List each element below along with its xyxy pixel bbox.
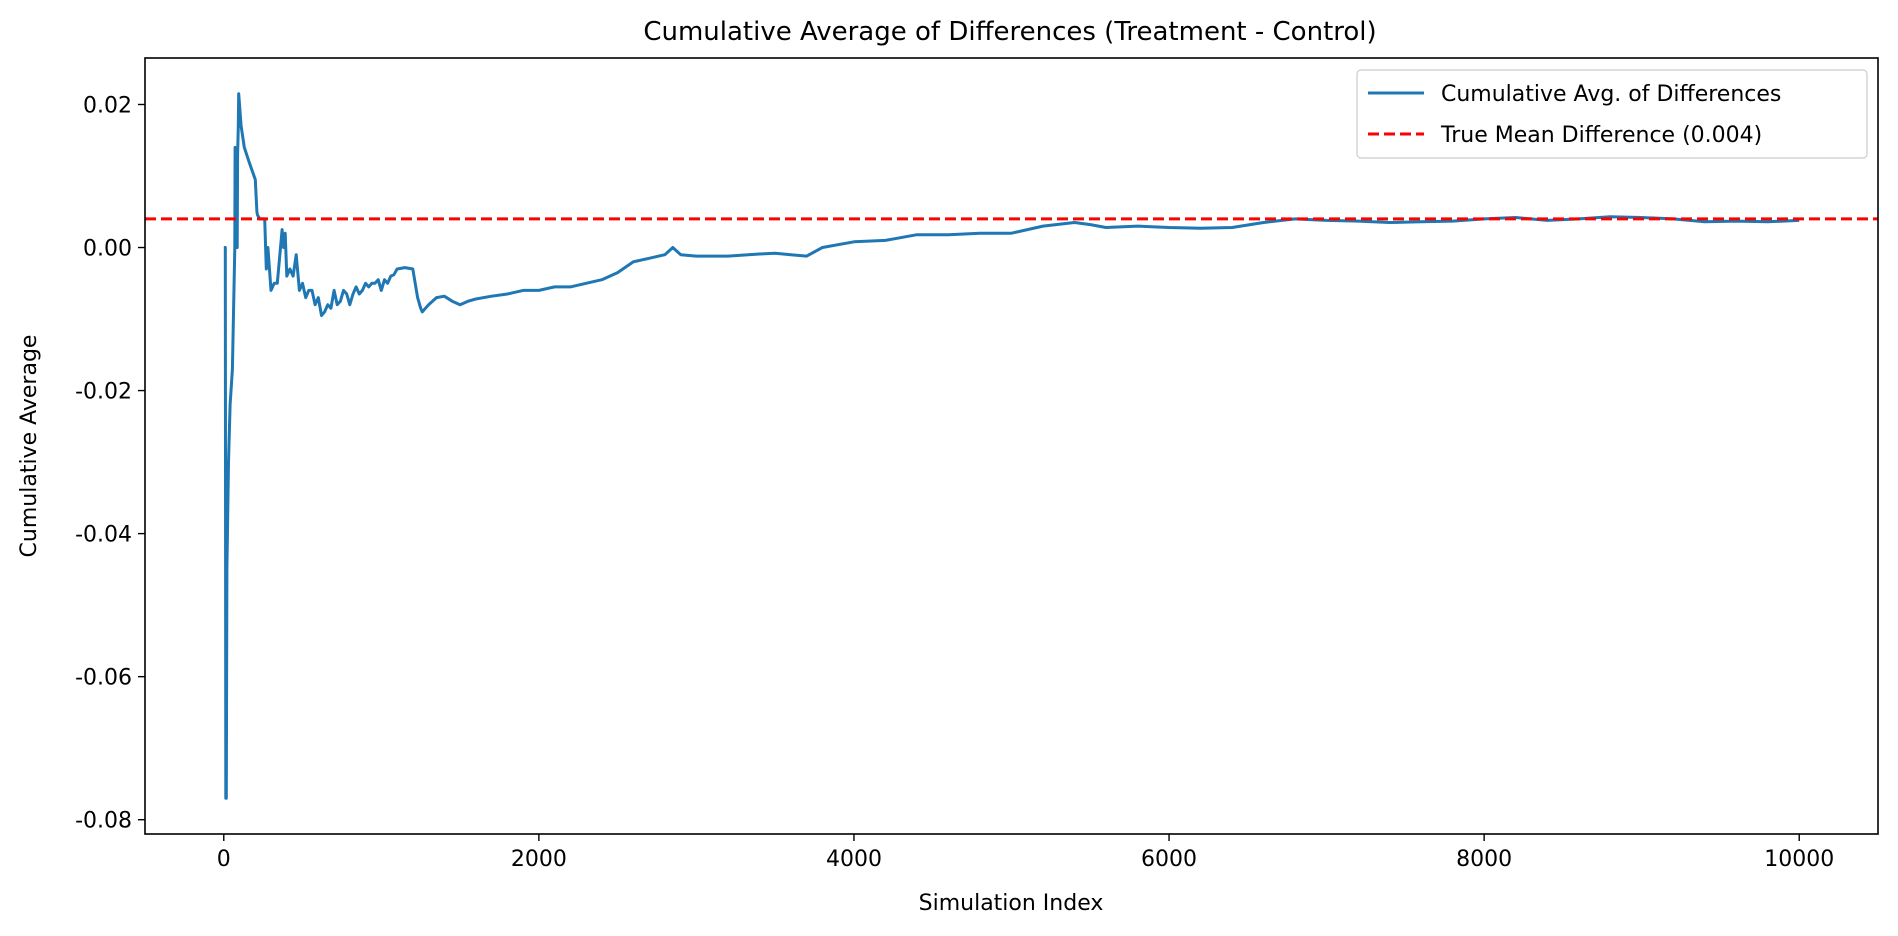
x-tick-label: 0 — [217, 847, 231, 872]
x-axis-title: Simulation Index — [919, 891, 1104, 916]
plot-frame — [144, 57, 1879, 835]
y-tick-label: -0.04 — [75, 523, 132, 548]
legend-frame — [1356, 69, 1868, 159]
chart-title: Cumulative Average of Differences (Treat… — [643, 17, 1376, 47]
x-tick-label: 8000 — [1456, 847, 1512, 872]
x-tick-label: 10000 — [1764, 847, 1834, 872]
x-axis: 0 2000 4000 6000 8000 10000 — [217, 834, 1834, 872]
legend-label-true-mean: True Mean Difference (0.004) — [1440, 123, 1762, 148]
legend-label-cumulative: Cumulative Avg. of Differences — [1441, 82, 1781, 107]
y-tick-label: 0.02 — [83, 93, 132, 118]
y-tick-label: 0.00 — [83, 237, 132, 262]
x-tick-label: 2000 — [511, 847, 567, 872]
x-tick-label: 6000 — [1141, 847, 1197, 872]
y-tick-label: -0.08 — [75, 809, 132, 834]
y-axis-title: Cumulative Average — [17, 335, 42, 558]
y-tick-label: -0.02 — [75, 380, 132, 405]
legend: Cumulative Avg. of Differences True Mean… — [1356, 69, 1868, 159]
x-tick-label: 4000 — [826, 847, 882, 872]
y-tick-label: -0.06 — [75, 666, 132, 691]
y-axis: 0.02 0.00 -0.02 -0.04 -0.06 -0.08 — [75, 93, 145, 834]
series-line-cumulative-average — [223, 92, 1800, 800]
